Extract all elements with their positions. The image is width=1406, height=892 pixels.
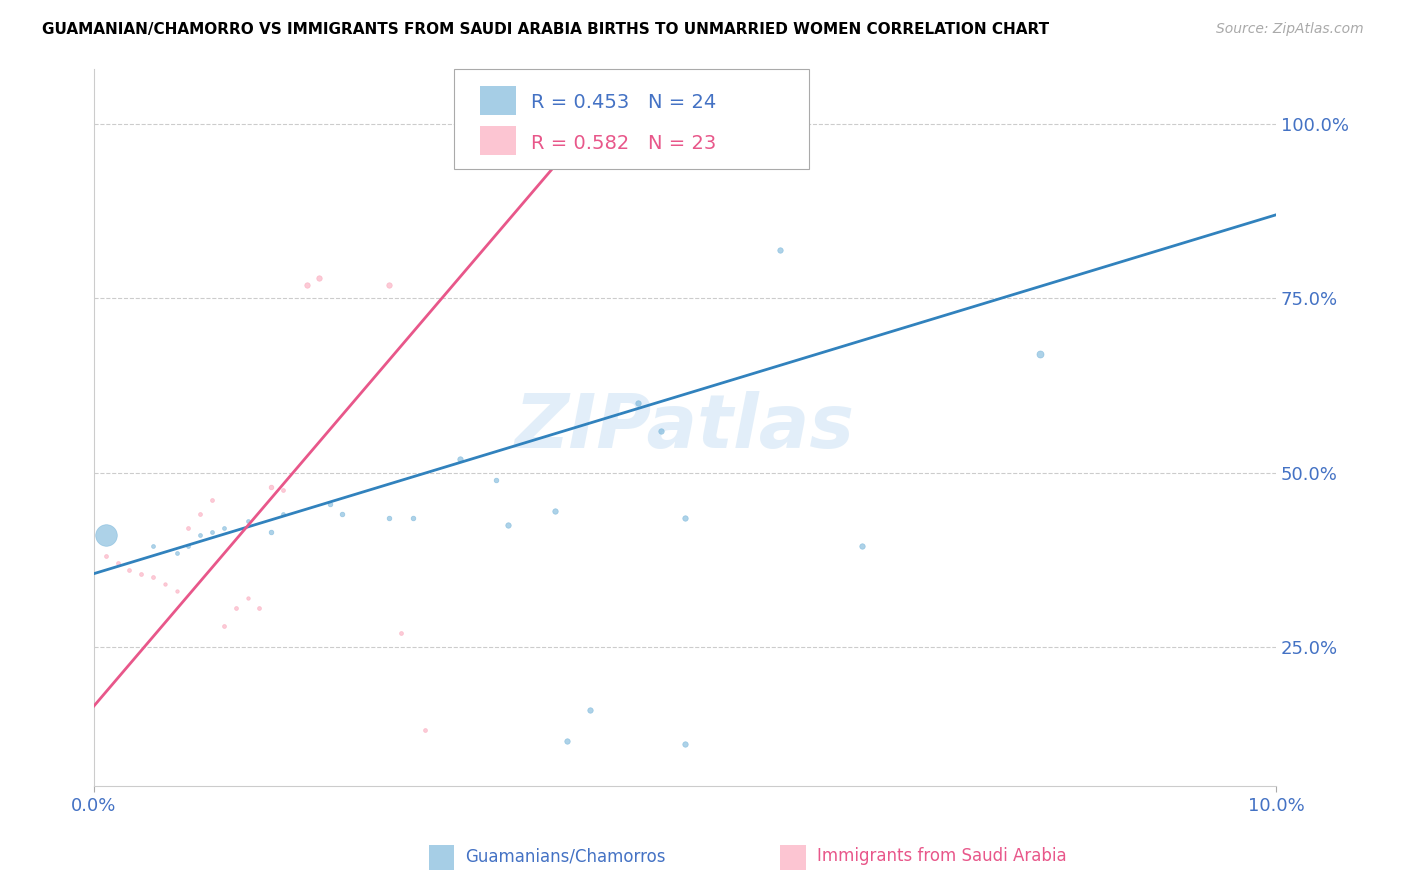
Text: R = 0.453   N = 24: R = 0.453 N = 24 (531, 94, 717, 112)
Point (472, 135, 495, 149)
Point (201, 524, 224, 539)
Point (413, 723, 436, 738)
Point (271, 508, 294, 522)
Point (188, 528, 211, 542)
Point (142, 570, 165, 584)
Point (555, 734, 578, 748)
Point (449, 451, 471, 466)
Point (107, 556, 129, 570)
Point (153, 577, 176, 591)
Point (389, 625, 412, 640)
Point (142, 539, 165, 553)
Point (673, 737, 696, 751)
Point (271, 483, 294, 497)
Point (650, 424, 672, 438)
Point (236, 515, 259, 529)
Point (188, 508, 211, 522)
Point (308, 270, 330, 285)
Point (485, 473, 508, 487)
Point (673, 511, 696, 525)
FancyBboxPatch shape (454, 69, 808, 169)
Point (249, 601, 271, 615)
Point (177, 539, 200, 553)
Point (378, 511, 401, 525)
Point (166, 584, 188, 599)
Text: GUAMANIAN/CHAMORRO VS IMMIGRANTS FROM SAUDI ARABIA BIRTHS TO UNMARRIED WOMEN COR: GUAMANIAN/CHAMORRO VS IMMIGRANTS FROM SA… (42, 22, 1049, 37)
Point (851, 539, 873, 553)
Point (319, 497, 342, 511)
Point (768, 243, 790, 257)
Point (260, 479, 283, 493)
Point (733, 135, 755, 149)
Point (118, 563, 141, 577)
Text: R = 0.582   N = 23: R = 0.582 N = 23 (531, 134, 717, 153)
Text: ZIPatlas: ZIPatlas (515, 391, 855, 464)
Point (555, 135, 578, 149)
Point (295, 277, 318, 292)
Point (236, 591, 259, 605)
Point (177, 521, 200, 535)
Point (1028, 347, 1050, 361)
Point (579, 702, 602, 716)
Text: Guamanians/Chamorros: Guamanians/Chamorros (465, 847, 666, 865)
Point (330, 508, 353, 522)
Point (166, 546, 188, 560)
Point (260, 524, 283, 539)
Point (201, 493, 224, 508)
Text: Immigrants from Saudi Arabia: Immigrants from Saudi Arabia (817, 847, 1067, 865)
Point (212, 521, 235, 535)
Point (129, 566, 152, 581)
Point (94, 528, 117, 542)
FancyBboxPatch shape (481, 126, 516, 154)
Point (627, 396, 650, 410)
Point (402, 511, 425, 525)
Point (94, 549, 117, 564)
Point (378, 277, 401, 292)
Text: Source: ZipAtlas.com: Source: ZipAtlas.com (1216, 22, 1364, 37)
FancyBboxPatch shape (481, 87, 516, 115)
Point (544, 504, 567, 518)
Point (225, 601, 247, 615)
Point (212, 619, 235, 633)
Point (496, 517, 519, 532)
